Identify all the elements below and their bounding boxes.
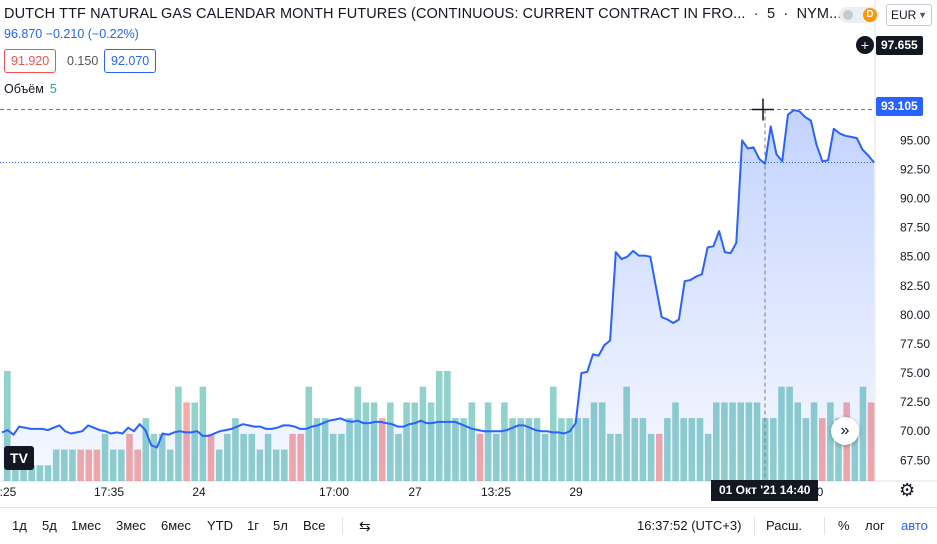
x-tick-label: 27 <box>408 485 422 499</box>
gear-icon[interactable]: ⚙ <box>899 480 916 500</box>
chevron-down-icon: ▼ <box>918 10 927 20</box>
change-line: 96.870 −0.210 (−0.22%) <box>4 27 139 41</box>
price-line <box>1 109 875 449</box>
volume-legend: Объём 5 <box>4 82 57 96</box>
y-tick-label: 67.50 <box>900 453 930 467</box>
clock-timezone[interactable]: 16:37:52 (UTC+3) <box>637 518 742 533</box>
y-tick-label: 92.50 <box>900 162 930 176</box>
extended-hours-toggle[interactable]: Расш. <box>766 518 803 533</box>
log-toggle[interactable]: лог <box>865 518 885 533</box>
x-tick-label: 17:35 <box>94 485 124 499</box>
y-tick-label: 85.00 <box>900 250 930 264</box>
x-tick-label: :25 <box>0 485 17 499</box>
delayed-badge: D <box>863 8 877 22</box>
volume-label: Объём <box>4 82 44 96</box>
data-status-badge[interactable]: D <box>839 7 879 23</box>
y-tick-label: 72.50 <box>900 395 930 409</box>
range-ytd[interactable]: YTD <box>207 518 233 533</box>
range-5d[interactable]: 5д <box>42 518 57 533</box>
ask-box[interactable]: 92.070 <box>104 49 157 73</box>
price-chart[interactable]: 67.50 70.00 72.50 75.00 77.50 80.00 82.50 85.00… <box>0 0 937 507</box>
interval-label: 5 <box>766 6 776 22</box>
range-1y[interactable]: 1г <box>247 518 259 533</box>
y-tick-label: 90.00 <box>900 192 930 206</box>
crosshair-time-label: 01 Окт '21 14:40 <box>711 480 819 501</box>
y-tick-label: 95.00 <box>900 133 930 147</box>
range-all[interactable]: Все <box>303 518 326 533</box>
divider <box>754 517 755 535</box>
x-tick-label: 29 <box>569 485 583 499</box>
x-tick-label: 13:25 <box>481 485 511 499</box>
range-3m[interactable]: 3мес <box>116 518 146 533</box>
spread-value: 0.150 <box>60 49 106 73</box>
range-1d[interactable]: 1д <box>12 518 27 533</box>
chevron-right-icon: » <box>840 422 850 439</box>
crosshair-price-label: 97.655 <box>876 36 923 55</box>
volume-bar <box>199 386 207 481</box>
y-tick-label: 82.50 <box>900 279 930 293</box>
percent-toggle[interactable]: % <box>838 518 850 533</box>
bottom-toolbar: 1д 5д 1мес 3мес 6мес YTD 1г 5л Все ⇆ 16:… <box>0 507 937 544</box>
bid-box[interactable]: 91.920 <box>4 49 57 73</box>
tradingview-logo[interactable]: TV <box>4 446 34 470</box>
last-price-label: 93.105 <box>876 97 923 116</box>
volume-value: 5 <box>49 82 57 96</box>
plus-icon[interactable]: + <box>856 36 874 54</box>
y-tick-label: 77.50 <box>900 337 930 351</box>
calendar-range-icon[interactable]: ⇆ <box>359 518 371 534</box>
status-dot-icon <box>843 10 853 20</box>
price-area-fill <box>2 110 874 481</box>
range-1m[interactable]: 1мес <box>71 518 101 533</box>
symbol-title[interactable]: DUTCH TTF NATURAL GAS CALENDAR MONTH FUT… <box>4 6 842 22</box>
range-6m[interactable]: 6мес <box>161 518 191 533</box>
y-tick-label: 87.50 <box>900 221 930 235</box>
x-tick-label: 17:00 <box>319 485 349 499</box>
exchange-label: NYM... <box>796 6 842 22</box>
y-tick-label: 70.00 <box>900 424 930 438</box>
currency-value: EUR <box>891 8 917 22</box>
divider <box>342 517 343 535</box>
y-tick-label: 80.00 <box>900 308 930 322</box>
currency-select[interactable]: EUR ▼ <box>886 4 932 26</box>
auto-scale-toggle[interactable]: авто <box>901 518 928 533</box>
volume-bar <box>4 371 11 481</box>
x-tick-label: 24 <box>192 485 206 499</box>
divider <box>824 517 825 535</box>
scroll-to-realtime-button[interactable]: » <box>831 417 859 445</box>
y-tick-label: 75.00 <box>900 366 930 380</box>
range-5y[interactable]: 5л <box>273 518 288 533</box>
x-tick-label: 0 <box>817 485 824 499</box>
